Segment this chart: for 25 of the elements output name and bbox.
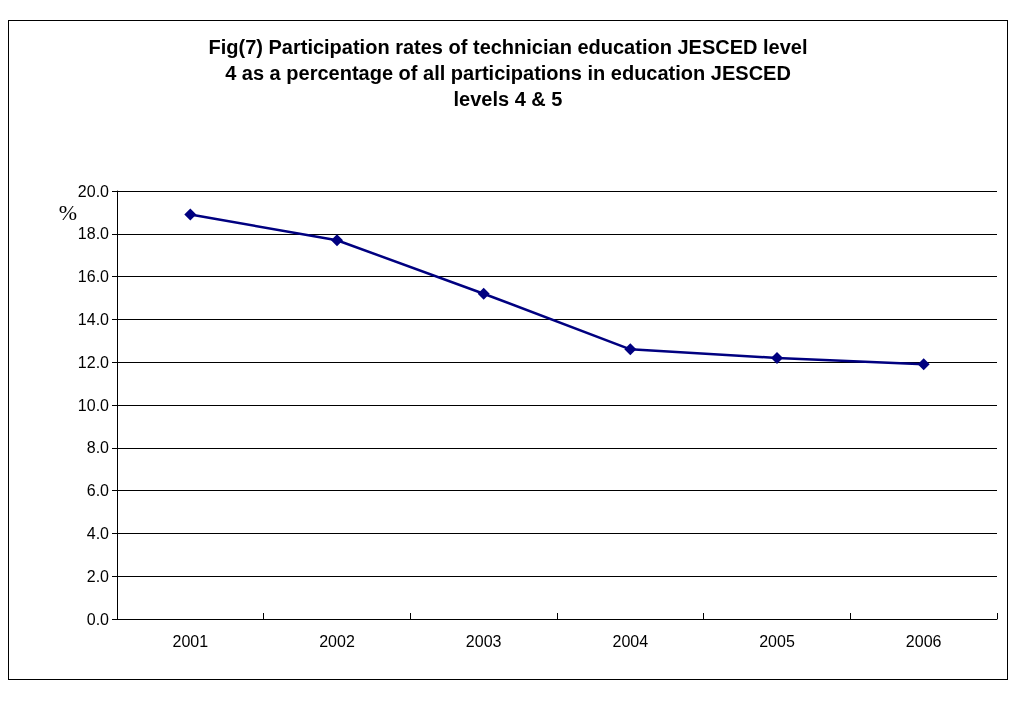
y-tick-label: 10.0 [77,396,110,414]
point [184,208,197,221]
x-tick-label: 2005 [759,632,795,650]
point [477,287,490,300]
y-tick-label: 12.0 [77,353,110,371]
y-tick-label: 0.0 [86,610,110,628]
y-axis-title: % [58,199,77,225]
x-tick-label: 2004 [612,632,649,650]
point [624,343,637,356]
y-tick-label: 8.0 [86,439,110,457]
y-tick-label: 2.0 [86,567,110,585]
y-tick-label: 14.0 [77,310,110,328]
point [771,351,783,364]
y-tick-label: 6.0 [86,482,110,500]
y-tick-label: 4.0 [86,524,110,542]
point [331,234,343,247]
x-tick-label: 2001 [172,632,209,650]
x-tick-label: 2003 [465,632,502,650]
y-tick-label: 16.0 [77,268,110,286]
point [917,358,930,371]
x-tick-label: 2006 [905,632,942,650]
y-tick-label: 18.0 [77,225,110,243]
y-tick-label: 20.0 [77,182,110,200]
chart-title: Fig(7) Participation rates of technician education JESCED level 4 as a percentage of all participations in education JESCED levels 4 & 5 [208,36,808,110]
x-tick-label: 2002 [319,632,355,650]
